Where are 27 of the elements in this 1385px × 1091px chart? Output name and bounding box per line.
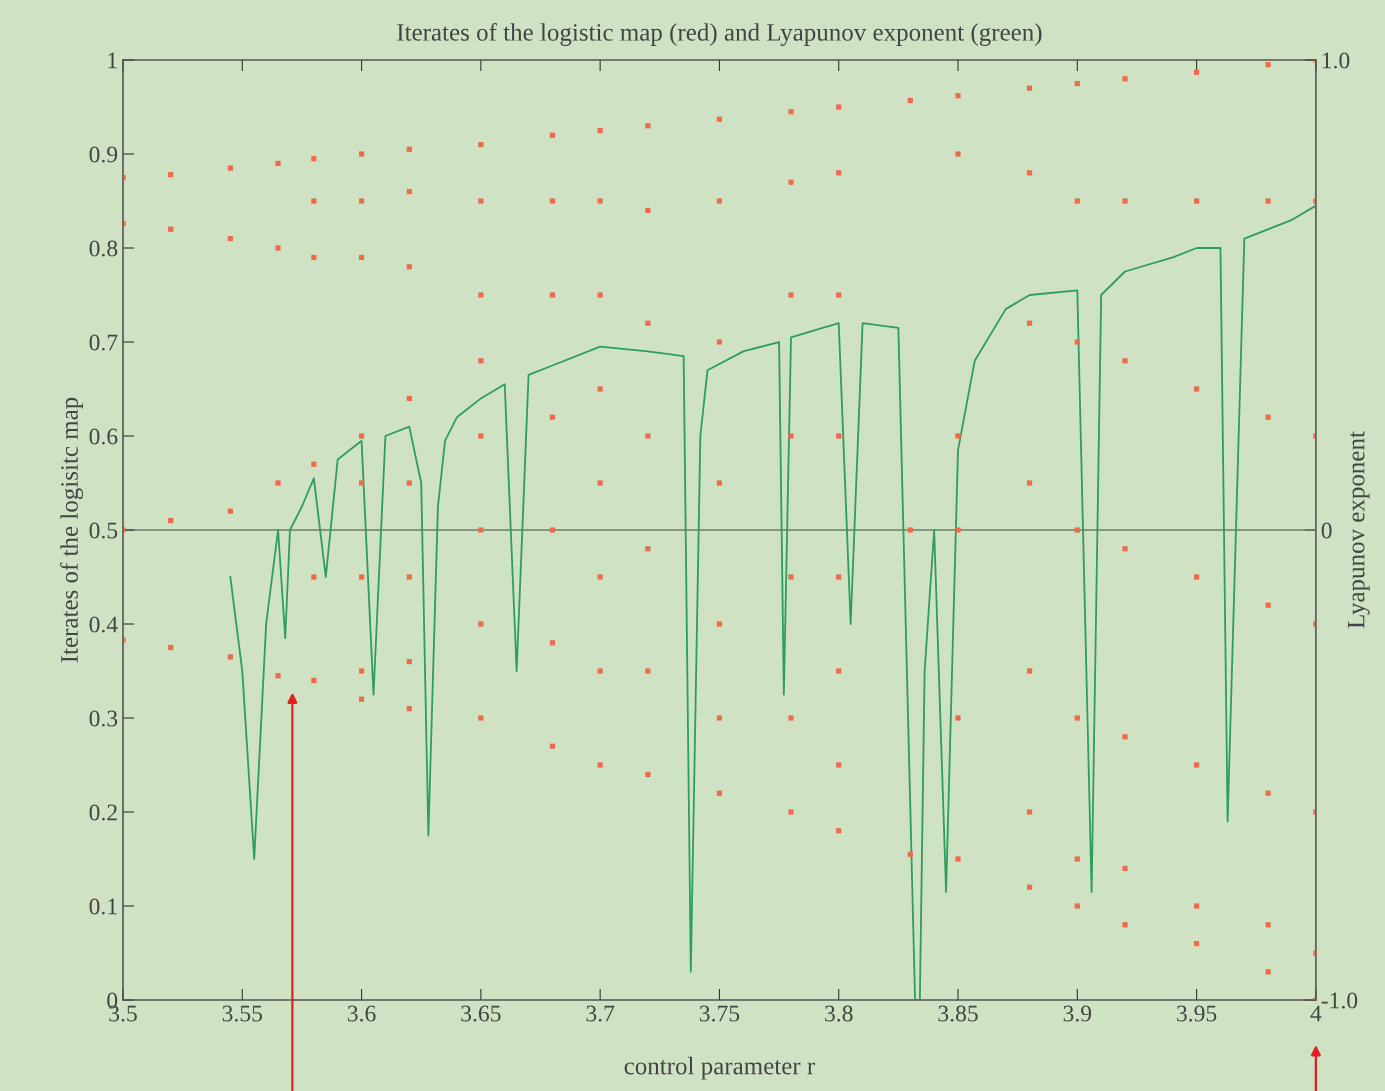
y-tick-label: 0.5 xyxy=(89,522,118,539)
y-tick-label: 0.3 xyxy=(89,710,118,727)
x-tick-label: 4 xyxy=(1310,1005,1322,1022)
x-tick-label: 3.7 xyxy=(586,1005,615,1022)
y-tick-label: 1 xyxy=(108,52,117,69)
x-tick-label: 3.85 xyxy=(938,1005,978,1022)
y-tick-label: 0.6 xyxy=(89,428,118,445)
y-tick-label: 0.7 xyxy=(89,334,118,351)
y-tick-label: 0.9 xyxy=(89,146,118,163)
chart-title: Iterates of the logistic map (red) and Lyapunov exponent (green) xyxy=(397,22,1042,46)
x-tick-label: 3.75 xyxy=(699,1005,740,1022)
y2-tick-label: -1.0 xyxy=(1321,992,1358,1009)
y-tick-label: 0.2 xyxy=(89,804,117,821)
x-tick-label: 3.55 xyxy=(222,1005,263,1022)
y-axis-title: Iterates of the logisitc map xyxy=(60,397,84,663)
x-tick-label: 3.95 xyxy=(1177,1005,1217,1022)
y2-tick-label: 1.0 xyxy=(1322,52,1350,69)
y-tick-label: 0.1 xyxy=(89,898,117,915)
y2-axis-title: Lyapunov exponent xyxy=(1347,431,1370,629)
x-tick-label: 3.65 xyxy=(461,1005,501,1022)
y2-tick-label: 0 xyxy=(1321,522,1332,539)
y-tick-label: 0.8 xyxy=(89,240,118,257)
x-tick-label: 3.9 xyxy=(1063,1005,1092,1022)
y-tick-label: 0.4 xyxy=(89,616,118,633)
x-tick-label: 3.8 xyxy=(825,1005,853,1022)
x-tick-label: 3.6 xyxy=(347,1005,376,1022)
x-axis-title: control parameter r xyxy=(624,1056,815,1080)
